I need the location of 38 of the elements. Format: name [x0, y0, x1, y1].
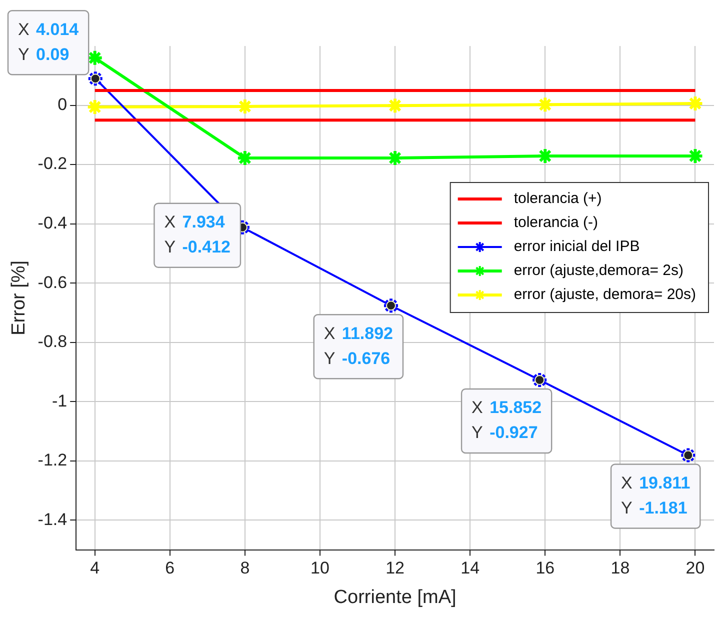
point	[536, 96, 554, 114]
x-tick-label: 20	[686, 558, 705, 578]
x-tick-label: 16	[536, 558, 555, 578]
point	[86, 70, 104, 88]
annotation: X 4.014 Y 0.09	[18, 20, 80, 64]
y-tick-label: -0.2	[38, 154, 68, 174]
x-tick-label: 4	[90, 558, 100, 578]
point	[686, 94, 704, 112]
x-tick-label: 10	[310, 558, 330, 578]
x-tick-label: 14	[460, 558, 480, 578]
y-tick-label: -0.4	[38, 214, 68, 232]
point	[86, 98, 104, 116]
y-axis-title: Error [%]	[8, 260, 30, 336]
x-tick-label: 12	[386, 558, 405, 578]
x-tick-label: 8	[240, 558, 250, 578]
legend-label: tolerancia (-)	[514, 214, 598, 232]
annotation: X 19.811 Y -1.181	[621, 473, 690, 518]
legend-label: error (ajuste,demora= 2s)	[514, 262, 684, 280]
point	[531, 371, 548, 388]
x-axis-title: Corriente [mA]	[334, 586, 456, 608]
point	[386, 97, 404, 114]
annotation: X 11.892 Y -0.676	[324, 324, 393, 368]
point	[382, 297, 400, 314]
annotation: X 7.934 Y -0.412	[164, 212, 230, 257]
x-tick-label: 18	[610, 558, 630, 578]
y-tick-label: 0	[58, 94, 68, 114]
y-tick-label: -1.2	[38, 450, 68, 470]
annotation: X 15.852 Y -0.927	[472, 398, 542, 442]
y-tick-label: -1.4	[38, 510, 68, 529]
y-tick-label: -0.6	[38, 272, 68, 292]
legend-label: error (ajuste, demora= 20s)	[514, 286, 696, 304]
x-tick-label: 6	[165, 558, 175, 578]
point	[680, 446, 697, 464]
legend-label: tolerancia (+)	[514, 190, 602, 208]
legend-label: error inicial del IPB	[514, 238, 640, 256]
y-tick-label: -0.8	[38, 332, 68, 352]
point	[236, 98, 254, 115]
y-tick-label: -1	[52, 391, 68, 410]
